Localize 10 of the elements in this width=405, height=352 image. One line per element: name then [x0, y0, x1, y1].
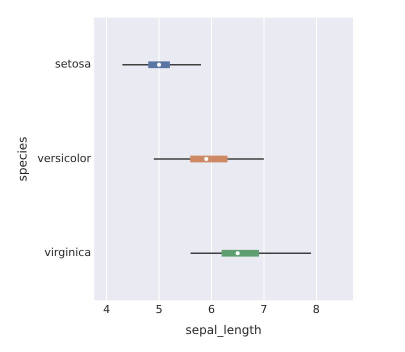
y-tick-label: virginica	[44, 246, 92, 260]
y-axis-title: species	[15, 136, 30, 182]
x-axis-title: sepal_length	[185, 322, 262, 337]
x-tick-label: 8	[312, 302, 320, 316]
x-tick-label: 4	[103, 302, 110, 316]
x-tick-label: 5	[156, 302, 163, 316]
x-tick-label: 7	[260, 302, 268, 316]
y-tick-label: setosa	[55, 58, 92, 71]
x-tick-label: 6	[208, 302, 215, 316]
y-tick-label: versicolor	[37, 152, 92, 165]
